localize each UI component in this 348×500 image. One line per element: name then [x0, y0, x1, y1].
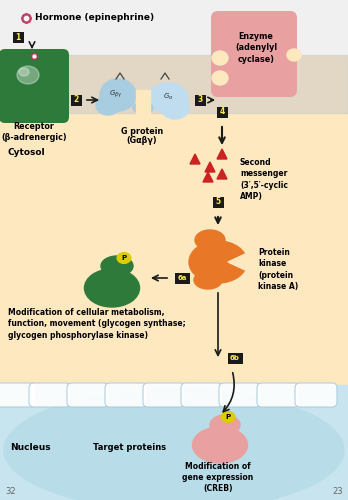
FancyBboxPatch shape [257, 383, 299, 407]
Text: 3: 3 [197, 96, 203, 104]
Ellipse shape [17, 66, 39, 84]
Text: $G_{\beta\gamma}$: $G_{\beta\gamma}$ [109, 88, 123, 100]
Ellipse shape [19, 68, 29, 76]
Text: Receptor
(β-adrenergic): Receptor (β-adrenergic) [1, 122, 67, 142]
Bar [0, 55, 348, 385]
FancyBboxPatch shape [174, 272, 190, 283]
FancyBboxPatch shape [29, 383, 71, 407]
Ellipse shape [192, 427, 247, 463]
FancyBboxPatch shape [13, 32, 24, 42]
Text: (Gαβγ): (Gαβγ) [127, 136, 157, 145]
FancyBboxPatch shape [143, 383, 185, 407]
FancyBboxPatch shape [0, 49, 69, 123]
Bar [0, 55, 348, 113]
Polygon shape [217, 149, 227, 159]
FancyBboxPatch shape [67, 383, 109, 407]
FancyBboxPatch shape [0, 383, 36, 407]
Ellipse shape [161, 97, 189, 119]
Text: Modification of
gene expression
(CREB): Modification of gene expression (CREB) [182, 462, 254, 493]
FancyBboxPatch shape [195, 94, 206, 106]
Polygon shape [217, 169, 227, 179]
Ellipse shape [221, 412, 235, 422]
Ellipse shape [4, 390, 344, 500]
Ellipse shape [287, 49, 301, 61]
Ellipse shape [189, 241, 247, 283]
FancyBboxPatch shape [71, 94, 81, 106]
Ellipse shape [195, 230, 225, 250]
FancyBboxPatch shape [213, 196, 223, 207]
Text: Modification of cellular metabolism,
function, movement (glycogen synthase;
glyc: Modification of cellular metabolism, fun… [8, 308, 186, 340]
FancyBboxPatch shape [105, 383, 147, 407]
Ellipse shape [96, 95, 120, 115]
Text: Second
messenger
(3′,5′-cyclic
AMP): Second messenger (3′,5′-cyclic AMP) [240, 158, 288, 202]
Ellipse shape [212, 71, 228, 85]
Text: Protein
kinase
(protein
kinase A): Protein kinase (protein kinase A) [258, 248, 298, 292]
FancyBboxPatch shape [219, 383, 261, 407]
Bar [136, 90, 150, 115]
Bar [0, 385, 348, 500]
Text: P: P [226, 414, 231, 420]
Text: Target proteins: Target proteins [93, 444, 167, 452]
Ellipse shape [117, 252, 131, 264]
Text: 5: 5 [215, 198, 221, 206]
Ellipse shape [212, 51, 228, 65]
Text: Nucleus: Nucleus [10, 444, 50, 452]
Ellipse shape [148, 83, 188, 113]
Bar [0, 0, 348, 55]
FancyBboxPatch shape [295, 383, 337, 407]
Text: $G_{\alpha}$: $G_{\alpha}$ [163, 92, 173, 102]
FancyBboxPatch shape [228, 352, 243, 364]
FancyBboxPatch shape [181, 383, 223, 407]
Ellipse shape [85, 269, 140, 307]
Text: 23: 23 [332, 487, 343, 496]
Ellipse shape [210, 415, 240, 435]
Ellipse shape [100, 79, 136, 111]
Text: 2: 2 [73, 96, 79, 104]
Text: 6b: 6b [230, 355, 240, 361]
Ellipse shape [29, 53, 39, 61]
Text: 1: 1 [15, 32, 21, 42]
Ellipse shape [133, 102, 153, 114]
Polygon shape [203, 172, 213, 182]
Ellipse shape [194, 271, 222, 289]
Polygon shape [205, 162, 215, 172]
Text: 4: 4 [219, 108, 224, 116]
Text: 6a: 6a [177, 275, 187, 281]
FancyBboxPatch shape [211, 11, 297, 97]
Text: Hormone (epinephrine): Hormone (epinephrine) [35, 14, 154, 22]
Text: Enzyme
(adenylyl
cyclase): Enzyme (adenylyl cyclase) [235, 32, 277, 64]
FancyBboxPatch shape [216, 106, 228, 118]
Text: Cytosol: Cytosol [8, 148, 46, 157]
Text: 32: 32 [5, 487, 16, 496]
Text: G protein: G protein [121, 127, 163, 136]
Text: P: P [121, 255, 127, 261]
Ellipse shape [101, 256, 133, 276]
Polygon shape [190, 154, 200, 164]
Wedge shape [228, 252, 250, 272]
